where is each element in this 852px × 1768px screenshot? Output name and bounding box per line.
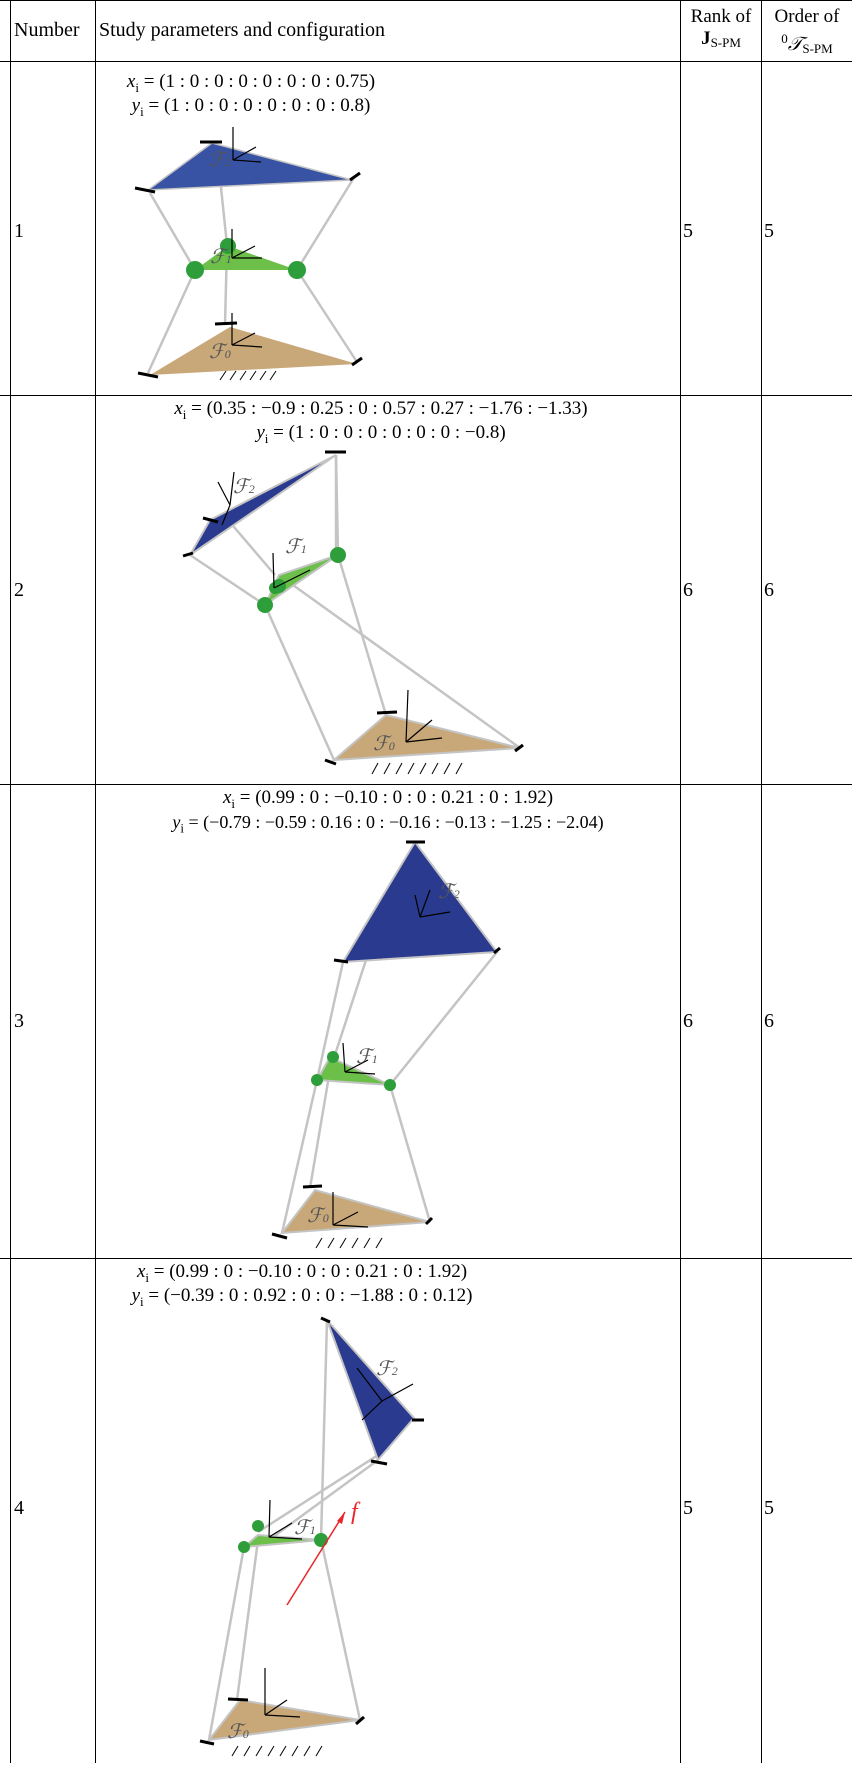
order-value: 6 [764, 579, 774, 601]
joints [186, 238, 306, 279]
order-value: 5 [764, 220, 774, 242]
top-platform [326, 1319, 416, 1462]
frame-label-1: ℱ1 [285, 536, 307, 558]
header-rank: Rank of JS-PM [681, 6, 761, 54]
end-markers [182, 450, 524, 766]
frame-label-2: ℱ2 [209, 149, 231, 171]
legs [189, 454, 521, 761]
mid-platform [195, 246, 297, 270]
frame-axes [332, 889, 451, 1228]
y-params: yi = (−0.79 : −0.59 : 0.16 : 0 : −0.16 :… [172, 812, 604, 836]
base-platform [279, 1188, 431, 1235]
frame-label-0: ℱ0 [209, 341, 231, 363]
x-params: xi = (0.99 : 0 : −0.10 : 0 : 0 : 0.21 : … [222, 787, 554, 811]
header-number: Number [14, 19, 80, 41]
joints [311, 1051, 396, 1091]
legs [146, 175, 359, 374]
hatch [219, 370, 277, 381]
end-markers [199, 1316, 424, 1746]
rank-value: 6 [683, 579, 693, 601]
mechanism-row4: f ℱ2 ℱ1 ℱ0 [199, 1316, 424, 1757]
frame-label-2: ℱ2 [376, 1358, 398, 1380]
legs [207, 1319, 390, 1741]
x-params: xi = (0.99 : 0 : −0.10 : 0 : 0 : 0.21 : … [136, 1261, 468, 1285]
header-rank-symbol: JS-PM [701, 28, 741, 50]
order-value: 6 [764, 1010, 774, 1032]
top-platform [189, 454, 337, 556]
row-divider [0, 784, 852, 785]
base-platform [206, 1698, 361, 1742]
row-number: 3 [14, 1010, 24, 1032]
frame-label-2: ℱ2 [233, 476, 255, 498]
x-params: xi = (1 : 0 : 0 : 0 : 0 : 0 : 0 : 0.75) [126, 71, 376, 95]
row-divider [0, 1258, 852, 1259]
table-left-rule [10, 0, 11, 1763]
frame-label-1: ℱ1 [210, 246, 232, 268]
column-divider [680, 0, 681, 1763]
header-order: Order of 0𝒯S-PM [762, 6, 852, 60]
force-label: f [351, 1499, 361, 1525]
y-params: yi = (1 : 0 : 0 : 0 : 0 : 0 : 0 : −0.8) [256, 422, 506, 446]
mid-platform [315, 1055, 391, 1086]
frame-label-0: ℱ0 [307, 1205, 329, 1227]
x-params: xi = (0.35 : −0.9 : 0.25 : 0 : 0.57 : 0.… [174, 398, 588, 422]
force-arrow: f [286, 1499, 361, 1606]
mechanism-row1: ℱ2 ℱ1 ℱ0 [134, 127, 363, 381]
y-params: yi = (1 : 0 : 0 : 0 : 0 : 0 : 0 : 0.8) [131, 95, 371, 119]
legs [280, 951, 498, 1234]
joints [257, 547, 346, 613]
header-order-symbol: 0𝒯S-PM [781, 31, 833, 56]
column-divider [761, 0, 762, 1763]
joints [238, 1520, 328, 1553]
hatch [231, 1745, 323, 1757]
header-rule [0, 61, 852, 62]
y-params: yi = (−0.39 : 0 : 0.92 : 0 : 0 : −1.88 :… [131, 1285, 473, 1309]
row-divider [0, 395, 852, 396]
table-top-rule [0, 0, 852, 1]
rank-value: 5 [683, 1497, 693, 1519]
frame-label-1: ℱ1 [294, 1517, 316, 1539]
header-order-label: Order of [774, 6, 840, 27]
top-platform [145, 142, 353, 191]
row-number: 1 [14, 220, 24, 242]
frame-axes [231, 127, 263, 348]
frame-axes [217, 471, 443, 743]
header-rank-label: Rank of [690, 6, 752, 27]
mechanism-row3: ℱ2 ℱ1 ℱ0 [271, 840, 501, 1249]
frame-label-0: ℱ0 [227, 1721, 249, 1743]
base-platform [150, 327, 357, 375]
column-divider [95, 0, 96, 1763]
top-platform [341, 840, 499, 964]
mid-platform [262, 554, 339, 608]
rank-value: 5 [683, 220, 693, 242]
hatch [315, 1237, 383, 1249]
base-platform [331, 713, 521, 762]
mid-platform [240, 1533, 322, 1549]
frame-label-2: ℱ2 [438, 881, 460, 903]
header-study: Study parameters and configuration [99, 19, 386, 41]
row-number: 2 [14, 579, 24, 601]
end-markers [134, 140, 363, 379]
order-value: 5 [764, 1497, 774, 1519]
row-number: 4 [14, 1497, 24, 1519]
frame-label-0: ℱ0 [373, 733, 395, 755]
mechanism-row2: ℱ2 ℱ1 ℱ0 [182, 450, 524, 775]
rank-value: 6 [683, 1010, 693, 1032]
frame-label-1: ℱ1 [356, 1046, 378, 1068]
end-markers [271, 840, 501, 1240]
frame-axes [264, 1367, 414, 1718]
hatch [371, 762, 463, 775]
